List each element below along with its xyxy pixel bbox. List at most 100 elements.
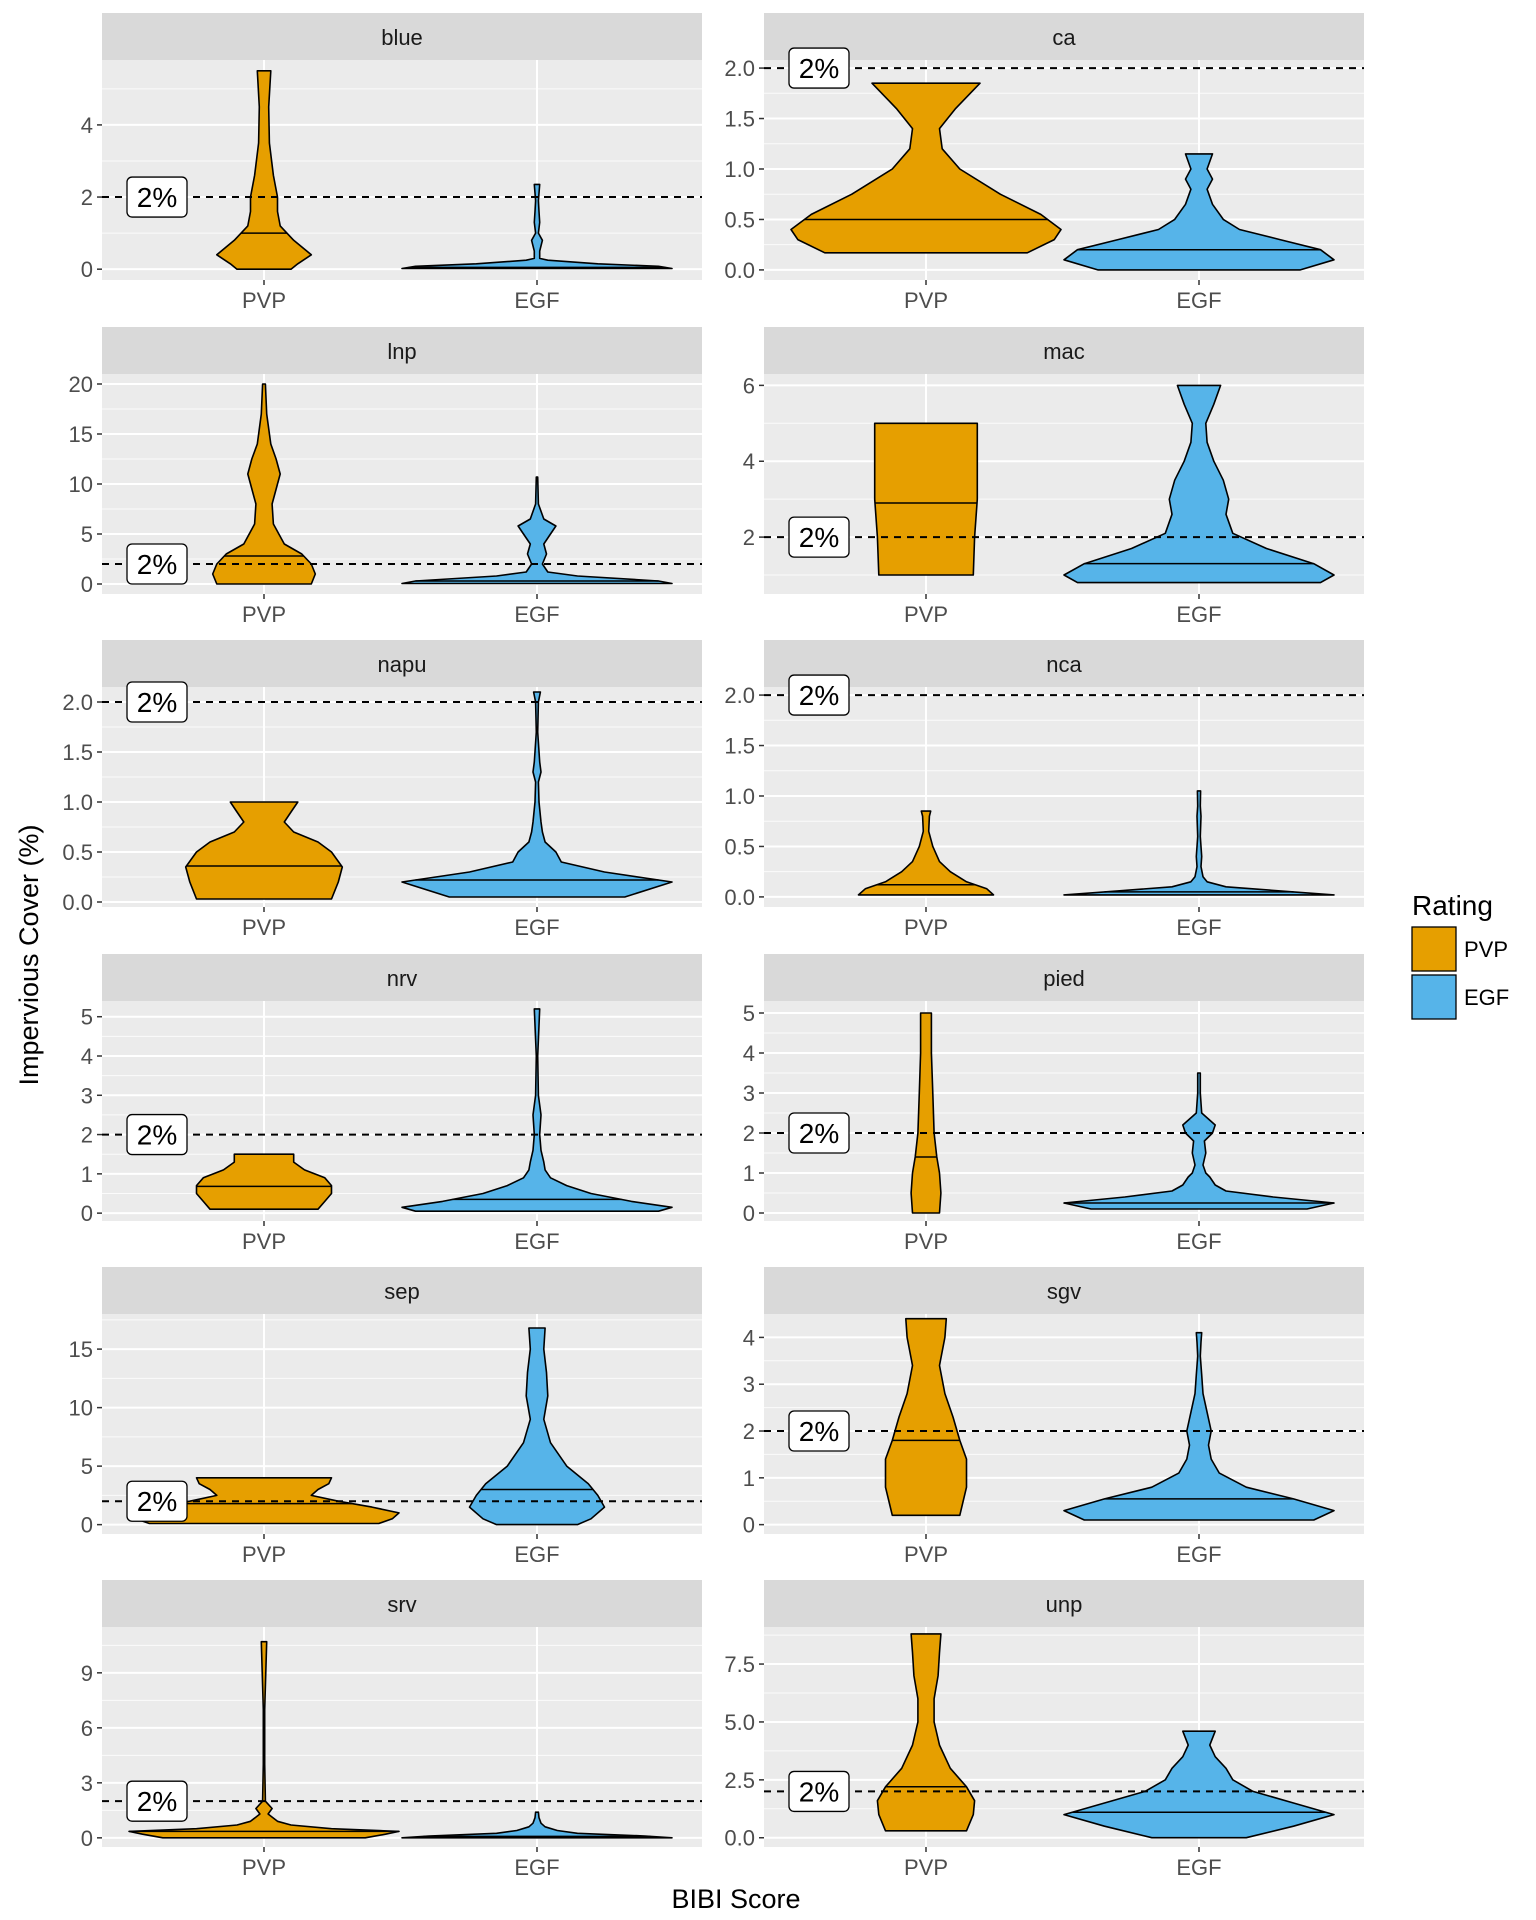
- reference-label-box-nca: [788, 674, 850, 716]
- y-tick-label-pied-4: 4: [743, 1041, 755, 1066]
- y-tick-label-sgv-0: 0: [743, 1513, 755, 1538]
- x-tick-label-nrv-PVP: PVP: [242, 1229, 286, 1254]
- reference-label-blue: 2%: [137, 182, 177, 213]
- y-tick-label-sgv-2: 2: [743, 1419, 755, 1444]
- violin-pied-PVP: [910, 1012, 942, 1214]
- y-tick-label-blue-0: 0: [81, 257, 93, 282]
- y-tick-label-napu-1: 0.5: [62, 840, 93, 865]
- x-tick-label-sep-EGF: EGF: [514, 1542, 559, 1567]
- y-tick-label-srv-2: 6: [81, 1716, 93, 1741]
- y-tick-label-ca-1: 0.5: [724, 207, 755, 232]
- violin-sgv-EGF: [1063, 1331, 1335, 1521]
- y-tick-label-blue-2: 4: [81, 113, 93, 138]
- reference-label-box-ca: [788, 47, 850, 89]
- strip-mac: [764, 327, 1364, 374]
- x-tick-label-lnp-PVP: PVP: [242, 602, 286, 627]
- strip-ca: [764, 13, 1364, 60]
- strip-label-blue: blue: [381, 25, 423, 50]
- violin-ca-PVP: [790, 82, 1062, 254]
- y-tick-label-unp-2: 5.0: [724, 1710, 755, 1735]
- reference-label-unp: 2%: [799, 1776, 839, 1807]
- y-tick-label-pied-3: 3: [743, 1081, 755, 1106]
- legend-key-PVP: [1411, 926, 1457, 972]
- strip-label-nca: nca: [1046, 652, 1082, 677]
- panel-sgv: sgv 0 1 2 3 4 2% PVP EGF: [743, 1267, 1364, 1567]
- strip-label-unp: unp: [1046, 1592, 1083, 1617]
- violin-srv-PVP: [128, 1640, 400, 1839]
- x-tick-label-blue-EGF: EGF: [514, 288, 559, 313]
- y-tick-label-nca-3: 1.5: [724, 734, 755, 759]
- strip-label-pied: pied: [1043, 966, 1085, 991]
- panel-unp: unp 0.0 2.5 5.0 7.5 2% PVP EGF: [724, 1580, 1364, 1880]
- violin-unp-EGF: [1063, 1730, 1335, 1839]
- y-tick-label-nrv-2: 2: [81, 1123, 93, 1148]
- x-tick-label-nrv-EGF: EGF: [514, 1229, 559, 1254]
- reference-label-box-unp: [788, 1770, 850, 1813]
- reference-label-box-lnp: [126, 543, 188, 585]
- strip-pied: [764, 954, 1364, 1001]
- strip-label-srv: srv: [387, 1592, 416, 1617]
- strip-unp: [764, 1580, 1364, 1627]
- reference-label-nrv: 2%: [137, 1120, 177, 1151]
- x-tick-label-sgv-EGF: EGF: [1176, 1542, 1221, 1567]
- violin-nca-EGF: [1063, 790, 1335, 896]
- y-tick-label-mac-2: 6: [743, 373, 755, 398]
- x-tick-label-ca-EGF: EGF: [1176, 288, 1221, 313]
- strip-nrv: [102, 954, 702, 1001]
- legend-key-EGF: [1411, 974, 1457, 1020]
- y-tick-label-nrv-4: 4: [81, 1044, 93, 1069]
- reference-label-box-blue: [126, 176, 188, 218]
- y-tick-label-nrv-1: 1: [81, 1162, 93, 1187]
- reference-label-sep: 2%: [137, 1486, 177, 1517]
- x-tick-label-nca-EGF: EGF: [1176, 915, 1221, 940]
- panel-blue: blue 0 2 4 2% PVP EGF: [81, 13, 702, 313]
- strip-label-sgv: sgv: [1047, 1279, 1081, 1304]
- x-tick-label-sep-PVP: PVP: [242, 1542, 286, 1567]
- violin-sgv-PVP: [884, 1317, 968, 1517]
- reference-label-box-mac: [788, 516, 850, 558]
- strip-srv: [102, 1580, 702, 1627]
- y-tick-label-lnp-0: 0: [81, 572, 93, 597]
- y-tick-label-sgv-3: 3: [743, 1372, 755, 1397]
- strip-napu: [102, 640, 702, 687]
- y-tick-label-nrv-0: 0: [81, 1201, 93, 1226]
- y-tick-label-napu-4: 2.0: [62, 690, 93, 715]
- y-tick-label-napu-0: 0.0: [62, 890, 93, 915]
- reference-label-box-srv: [126, 1780, 188, 1822]
- violin-mac-EGF: [1063, 384, 1335, 584]
- legend: Rating PVP EGF: [1411, 890, 1509, 1020]
- y-tick-label-blue-1: 2: [81, 185, 93, 210]
- y-tick-label-sep-3: 15: [69, 1337, 93, 1362]
- y-tick-label-lnp-4: 20: [69, 372, 93, 397]
- x-tick-label-ca-PVP: PVP: [904, 288, 948, 313]
- violin-nrv-EGF: [401, 1008, 673, 1212]
- panel-nrv: nrv 0 1 2 3 4 5 2% PVP EGF: [81, 954, 702, 1254]
- y-tick-label-pied-5: 5: [743, 1001, 755, 1026]
- violin-mac-PVP: [873, 422, 979, 576]
- y-tick-label-unp-1: 2.5: [724, 1768, 755, 1793]
- y-tick-label-napu-3: 1.5: [62, 740, 93, 765]
- x-tick-label-sgv-PVP: PVP: [904, 1542, 948, 1567]
- y-tick-label-sep-0: 0: [81, 1513, 93, 1538]
- legend-label-EGF: EGF: [1464, 985, 1509, 1010]
- reference-label-box-sep: [126, 1480, 188, 1522]
- legend-label-PVP: PVP: [1464, 937, 1508, 962]
- strip-label-napu: napu: [378, 652, 427, 677]
- reference-label-lnp: 2%: [137, 549, 177, 580]
- y-tick-label-ca-3: 1.5: [724, 107, 755, 132]
- x-tick-label-nca-PVP: PVP: [904, 915, 948, 940]
- violin-lnp-PVP: [211, 383, 317, 585]
- panel-sep: sep 0 5 10 15 2% PVP EGF: [69, 1267, 702, 1567]
- panel-mac: mac 2 4 6 2% PVP EGF: [743, 327, 1364, 627]
- panel-ca: ca 0.0 0.5 1.0 1.5 2.0 2% PVP EGF: [724, 13, 1364, 313]
- x-tick-label-blue-PVP: PVP: [242, 288, 286, 313]
- panel-napu: napu 0.0 0.5 1.0 1.5 2.0 2% PVP EGF: [62, 640, 702, 940]
- y-tick-label-unp-3: 7.5: [724, 1652, 755, 1677]
- y-tick-label-sep-2: 10: [69, 1396, 93, 1421]
- strip-label-ca: ca: [1052, 25, 1076, 50]
- strip-label-sep: sep: [384, 1279, 419, 1304]
- reference-label-mac: 2%: [799, 522, 839, 553]
- reference-label-box-nrv: [126, 1113, 188, 1156]
- panel-background-blue: [102, 60, 702, 280]
